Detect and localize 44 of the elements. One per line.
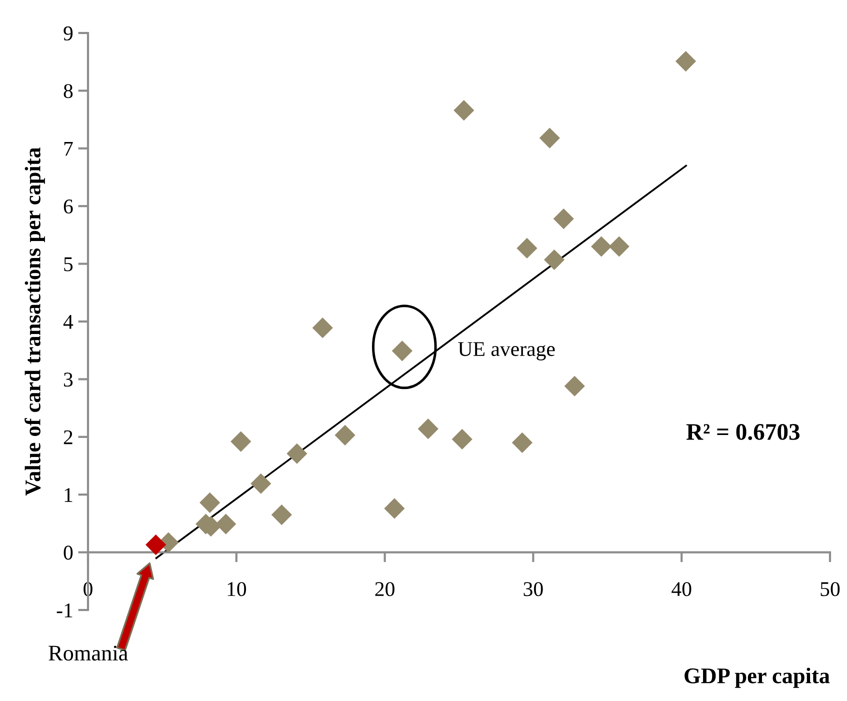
text: Romania <box>48 646 128 661</box>
point <box>392 340 412 362</box>
point <box>539 128 560 148</box>
point <box>454 100 474 121</box>
point <box>334 424 356 446</box>
y-tick-label: 3 <box>64 372 73 387</box>
y-tick-label: 8 <box>64 84 73 98</box>
point <box>452 428 472 450</box>
point <box>286 443 308 464</box>
point <box>512 432 533 453</box>
point <box>516 238 538 259</box>
x-tick-label: 40 <box>672 582 692 596</box>
y-tick-label: 6 <box>64 200 73 214</box>
x-tick-label: 20 <box>375 582 394 596</box>
annotation: UE average <box>458 342 555 360</box>
point <box>271 504 292 526</box>
point <box>216 514 236 534</box>
x-tick-label: 50 <box>820 582 840 596</box>
point <box>564 376 585 396</box>
point <box>384 498 405 519</box>
point <box>418 418 438 440</box>
y-tick-label: 4 <box>63 315 74 329</box>
point <box>675 50 696 72</box>
point <box>200 492 220 513</box>
y-axis-title: Value of card transactions per capita <box>24 147 45 496</box>
y-tick-label: 5 <box>64 257 73 272</box>
y-tick-label: 7 <box>64 142 73 156</box>
x-axis-title: GDP per capita <box>684 668 830 688</box>
y-tick-label: 2 <box>64 430 72 444</box>
x-tick-label: 10 <box>228 582 246 596</box>
point <box>608 236 630 257</box>
y-tick-label: -1 <box>56 603 72 618</box>
y-tick-label: 9 <box>64 26 73 40</box>
point <box>591 236 612 257</box>
point <box>250 473 272 494</box>
y-tick-label: 0 <box>64 546 73 560</box>
point <box>146 534 166 556</box>
y-tick-label: 1 <box>64 488 72 502</box>
point <box>230 431 252 452</box>
annotation: R² = 0.6703 <box>686 424 800 440</box>
x-tick-label: 30 <box>524 582 543 596</box>
point <box>312 318 333 338</box>
point <box>553 208 574 230</box>
point <box>544 249 565 270</box>
